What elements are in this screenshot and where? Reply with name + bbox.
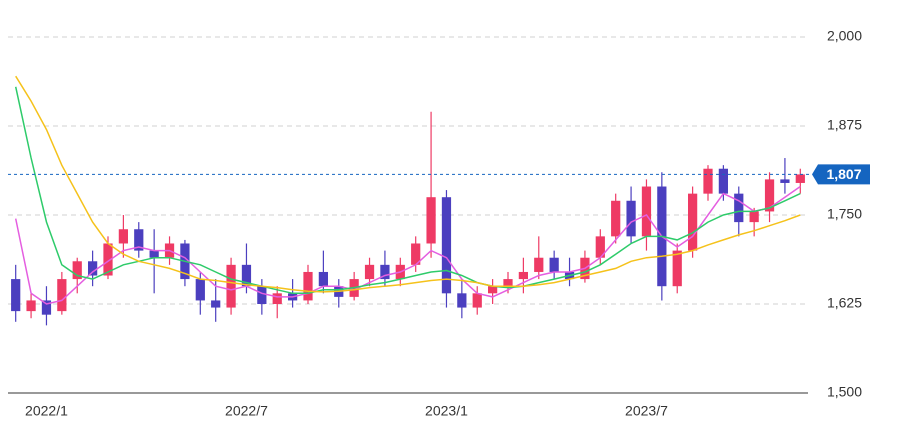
candle-body — [734, 193, 744, 223]
x-tick-label: 2022/1 — [25, 403, 68, 419]
candle-body — [472, 293, 482, 308]
y-tick-label: 1,875 — [827, 117, 862, 133]
candle-body — [488, 286, 498, 294]
last-price-tag — [812, 164, 870, 185]
candle-body — [626, 200, 636, 237]
candle-body — [211, 300, 221, 308]
y-tick-label: 1,500 — [827, 384, 862, 400]
candle-body — [364, 264, 375, 280]
candle-body — [595, 236, 605, 258]
candle-body — [11, 279, 21, 312]
candle-body — [441, 197, 452, 294]
candle-body — [703, 168, 713, 194]
candle-body — [303, 271, 313, 301]
candle-body — [226, 264, 236, 308]
candle-body — [257, 286, 267, 304]
candle-body — [518, 271, 528, 280]
candle-body — [672, 250, 682, 287]
candle-body — [641, 186, 652, 237]
candle-body — [149, 250, 159, 258]
candle-body — [88, 261, 98, 276]
candle-body — [72, 261, 82, 280]
candle-body — [195, 279, 205, 301]
candle-body — [26, 300, 36, 312]
y-tick-label: 1,750 — [827, 206, 862, 222]
candle-body — [503, 279, 513, 287]
candle-body — [611, 200, 621, 237]
candle-body — [718, 168, 728, 194]
candle-body — [457, 293, 467, 308]
candle-body — [534, 257, 544, 272]
candle-body — [41, 300, 52, 315]
y-tick-label: 2,000 — [827, 28, 862, 44]
moving-average-line — [14, 86, 801, 295]
candle-body — [795, 174, 805, 183]
last-price-label: 1,807 — [826, 166, 861, 182]
candle-body — [318, 271, 328, 287]
candle-body — [764, 179, 775, 212]
candle-body — [118, 229, 128, 244]
candle-body — [241, 264, 252, 287]
x-tick-label: 2023/7 — [625, 403, 668, 419]
candle-body — [57, 279, 67, 312]
y-tick-label: 1,625 — [827, 295, 862, 311]
candle-body — [380, 264, 390, 280]
candle-body — [103, 243, 113, 276]
candle-body — [134, 229, 144, 251]
candle-body — [780, 179, 790, 183]
candle-body — [272, 293, 282, 304]
x-tick-label: 2023/1 — [425, 403, 468, 419]
candle-body — [426, 197, 436, 244]
moving-average-line — [15, 75, 801, 293]
candle-body — [549, 257, 559, 272]
candle-body — [411, 243, 421, 265]
x-tick-label: 2022/7 — [225, 403, 268, 419]
moving-average-line — [14, 185, 801, 305]
candle-body — [749, 211, 759, 223]
candle-body — [688, 193, 698, 251]
